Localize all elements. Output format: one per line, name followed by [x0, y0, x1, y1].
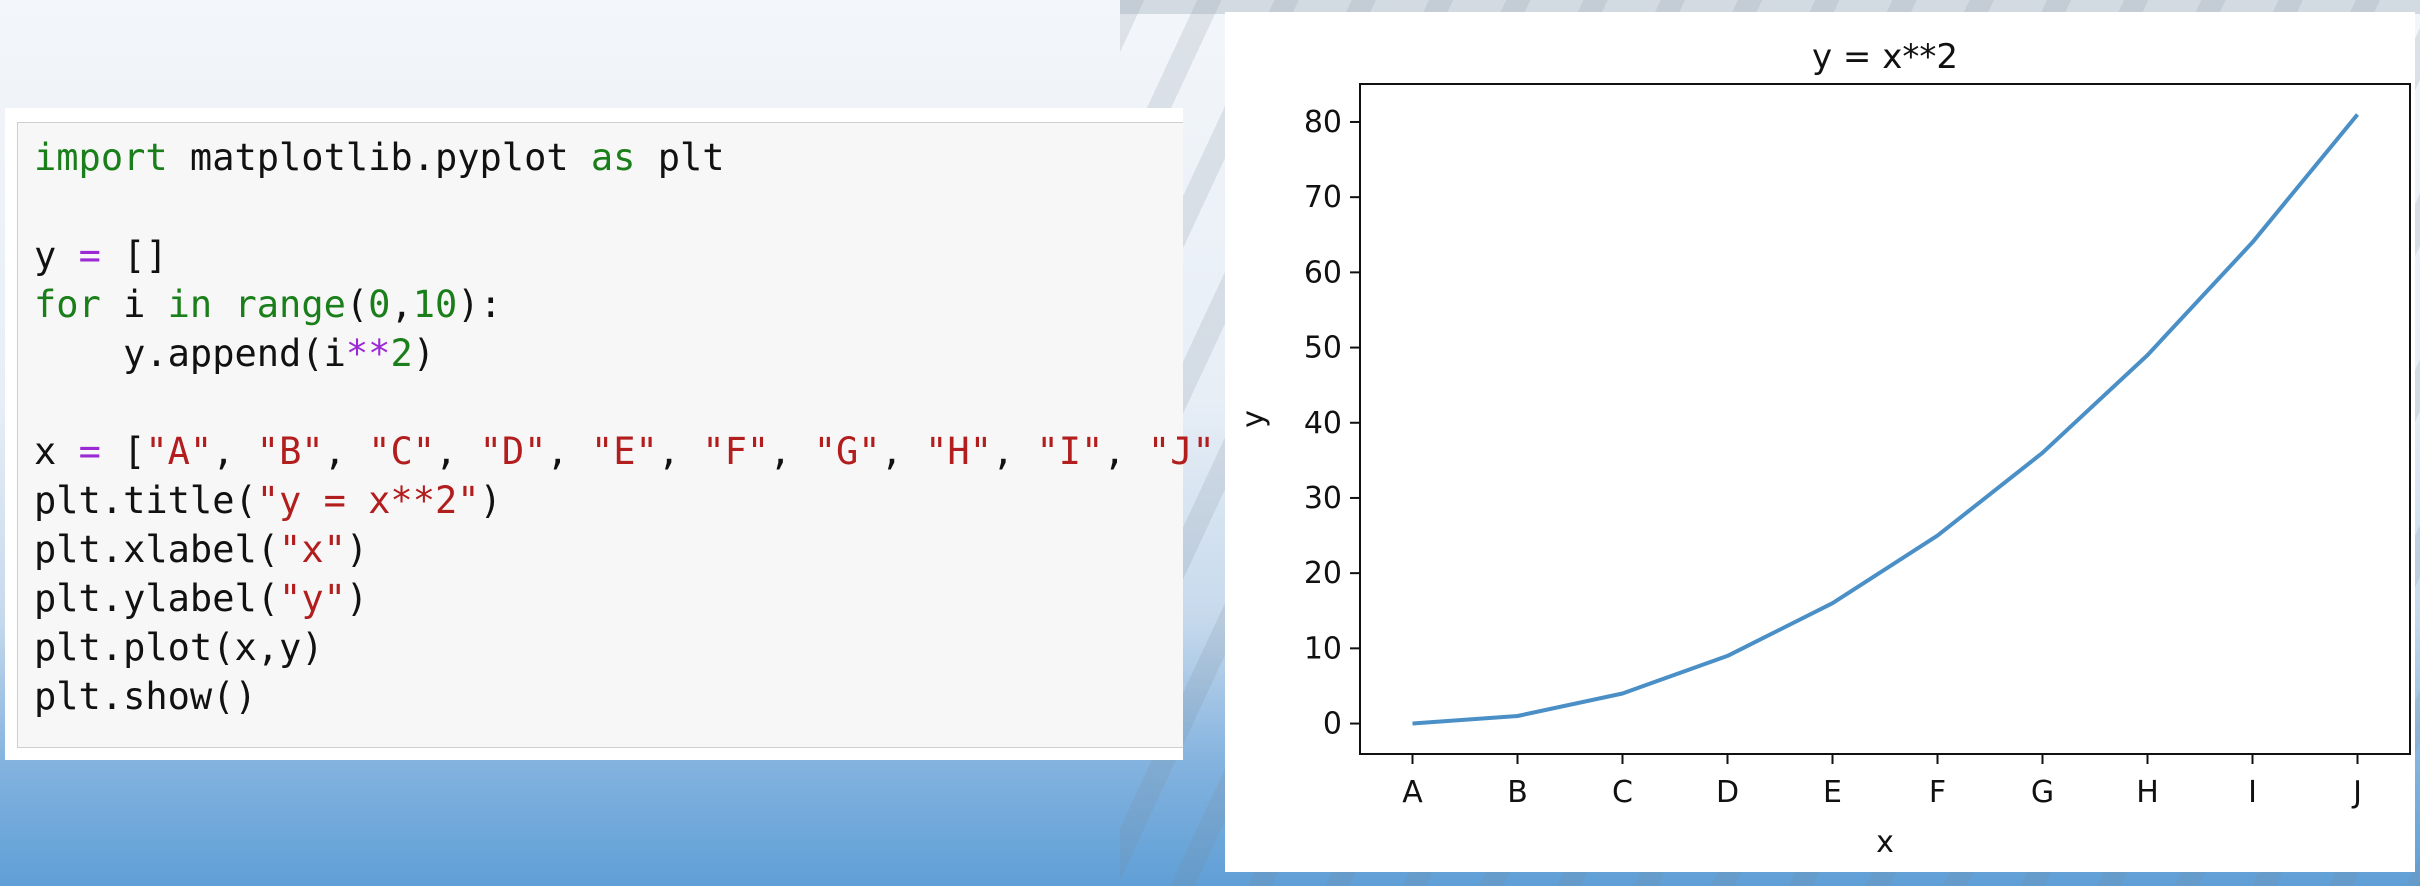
code-line: plt.show() — [34, 672, 1259, 721]
code-token-plain: , — [212, 430, 257, 473]
code-line: for i in range(0,10): — [34, 280, 1259, 329]
y-tick-label: 30 — [1304, 481, 1342, 516]
code-editor[interactable]: import matplotlib.pyplot as plt y = [] for… — [17, 122, 1259, 748]
x-tick-label: D — [1716, 775, 1739, 810]
code-token-plain: plt.ylabel( — [34, 577, 280, 620]
code-token-kw: import — [34, 136, 168, 179]
code-line: plt.xlabel("x") — [34, 525, 1259, 574]
code-token-str: "C" — [368, 430, 436, 473]
code-token-str: "B" — [256, 430, 324, 473]
code-token-str: "J" — [1147, 430, 1215, 473]
code-token-plain: plt.xlabel( — [34, 528, 280, 571]
code-token-plain: , — [991, 430, 1037, 473]
code-line: plt.plot(x,y) — [34, 623, 1259, 672]
x-tick-label: J — [2351, 775, 2362, 810]
x-tick-label: E — [1823, 775, 1842, 810]
code-token-str: "H" — [925, 430, 992, 473]
code-token-plain: , — [880, 430, 926, 473]
y-axis-label: y — [1236, 410, 1271, 428]
code-token-plain: plt.plot(x,y) — [34, 626, 324, 669]
chart-title: y = x**2 — [1812, 37, 1958, 77]
y-tick-label: 20 — [1304, 556, 1342, 591]
code-token-plain: y.append(i — [34, 332, 346, 375]
code-token-plain: i — [100, 283, 168, 326]
code-token-op: ** — [345, 332, 391, 375]
x-tick-label: F — [1929, 775, 1946, 810]
code-token-plain: , — [390, 283, 413, 326]
plot-output: y = x**2 x y 0 10 20 30 40 50 60 70 80 A B C D E F G H I J — [1225, 12, 2415, 872]
code-token-plain: ): — [457, 283, 502, 326]
plot-frame — [1359, 83, 2411, 755]
code-line: plt.ylabel("y") — [34, 574, 1259, 623]
code-token-num: 10 — [412, 283, 458, 326]
code-token-plain — [212, 283, 234, 326]
code-token-str: "F" — [702, 430, 770, 473]
code-token-num: 0 — [368, 283, 391, 326]
y-tick-label: 70 — [1304, 180, 1342, 215]
code-cell[interactable]: import matplotlib.pyplot as plt y = [] for… — [5, 108, 1259, 760]
code-token-plain: matplotlib.pyplot — [167, 136, 591, 179]
code-token-kw: for — [34, 283, 101, 326]
code-token-plain: ) — [345, 577, 369, 620]
x-tick-label: H — [2136, 775, 2159, 810]
code-line: y.append(i**2) — [34, 329, 1259, 378]
x-tick-label: I — [2248, 775, 2257, 810]
code-line — [34, 378, 1259, 427]
code-token-plain: [ — [100, 430, 146, 473]
code-token-str: "y" — [279, 577, 346, 620]
code-token-kw: in — [167, 283, 213, 326]
y-tick-label: 0 — [1323, 707, 1342, 742]
code-line: import matplotlib.pyplot as plt — [34, 133, 1259, 182]
code-token-plain: , — [657, 430, 703, 473]
x-tick-label: C — [1612, 775, 1633, 810]
code-token-plain: ( — [345, 283, 369, 326]
code-token-plain: , — [546, 430, 591, 473]
code-token-plain: plt.show() — [34, 675, 257, 718]
x-axis-label: x — [1876, 825, 1894, 860]
code-token-str: "E" — [590, 430, 658, 473]
code-token-bi: range — [234, 283, 346, 326]
series-line — [1412, 113, 2360, 726]
code-token-str: "G" — [813, 430, 881, 473]
y-tick-label: 60 — [1304, 255, 1342, 290]
code-token-plain: [] — [100, 234, 168, 277]
code-token-str: "I" — [1036, 430, 1104, 473]
code-token-str: "D" — [479, 430, 547, 473]
code-line: y = [] — [34, 231, 1259, 280]
code-token-num: 2 — [390, 332, 413, 375]
y-tick-label: 80 — [1304, 105, 1342, 140]
code-token-plain: ) — [479, 479, 502, 522]
code-line: x = ["A", "B", "C", "D", "E", "F", "G", … — [34, 427, 1259, 476]
code-token-plain: , — [769, 430, 814, 473]
code-token-op: = — [78, 430, 101, 473]
code-token-str: "y = x**2" — [256, 479, 480, 522]
code-line — [34, 182, 1259, 231]
code-line: plt.title("y = x**2") — [34, 476, 1259, 525]
line-chart: y = x**2 x y 0 10 20 30 40 50 60 70 80 A B C D E F G H I J — [1236, 37, 2411, 860]
x-tick-label: G — [2031, 775, 2054, 810]
code-token-plain: plt.title( — [34, 479, 257, 522]
code-token-plain: , — [323, 430, 369, 473]
code-token-str: "A" — [145, 430, 213, 473]
code-token-plain: ) — [412, 332, 435, 375]
x-tick-label: A — [1402, 775, 1423, 810]
y-tick-label: 10 — [1304, 631, 1342, 666]
code-text[interactable]: import matplotlib.pyplot as plt y = [] for… — [34, 133, 1259, 721]
code-token-plain: plt — [635, 136, 725, 179]
code-token-plain: x — [34, 430, 79, 473]
y-tick-label: 50 — [1304, 331, 1342, 366]
code-token-plain: , — [1103, 430, 1148, 473]
y-tick-label: 40 — [1304, 406, 1342, 441]
code-token-plain: , — [435, 430, 480, 473]
code-token-plain: y — [34, 234, 79, 277]
code-token-op: = — [78, 234, 101, 277]
x-tick-label: B — [1507, 775, 1528, 810]
code-token-plain: ) — [345, 528, 369, 571]
code-token-str: "x" — [279, 528, 346, 571]
code-token-kw: as — [590, 136, 636, 179]
